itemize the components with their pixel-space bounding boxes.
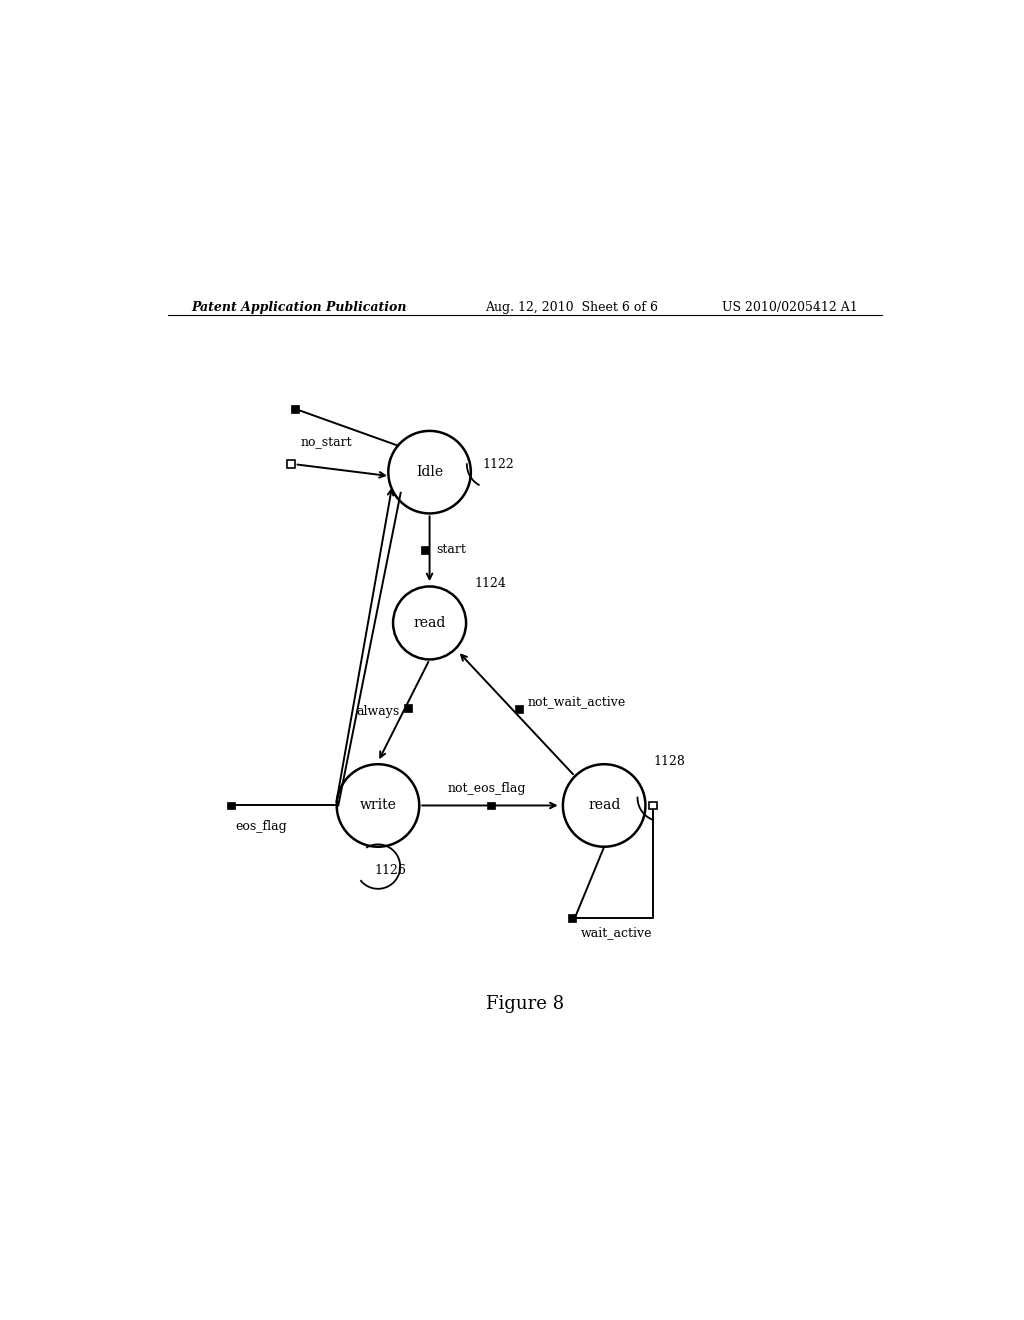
Text: read: read xyxy=(414,616,445,630)
Bar xyxy=(487,801,495,809)
Text: 1128: 1128 xyxy=(653,755,685,768)
Text: eos_flag: eos_flag xyxy=(236,820,287,833)
Text: not_wait_active: not_wait_active xyxy=(527,696,626,709)
Text: Idle: Idle xyxy=(416,465,443,479)
Bar xyxy=(421,546,429,554)
Text: US 2010/0205412 A1: US 2010/0205412 A1 xyxy=(722,301,858,314)
Bar xyxy=(515,705,523,713)
Text: Aug. 12, 2010  Sheet 6 of 6: Aug. 12, 2010 Sheet 6 of 6 xyxy=(485,301,658,314)
Text: wait_active: wait_active xyxy=(581,927,652,939)
Bar xyxy=(287,461,295,469)
Bar xyxy=(568,915,577,923)
Text: 1124: 1124 xyxy=(474,577,506,590)
Text: 1126: 1126 xyxy=(374,865,406,876)
Text: Figure 8: Figure 8 xyxy=(485,995,564,1012)
Text: not_eos_flag: not_eos_flag xyxy=(447,783,526,795)
Text: start: start xyxy=(436,544,466,557)
Bar xyxy=(403,704,412,711)
Text: write: write xyxy=(359,799,396,813)
Text: read: read xyxy=(588,799,621,813)
Text: Patent Application Publication: Patent Application Publication xyxy=(191,301,407,314)
Bar xyxy=(227,801,236,809)
Text: no_start: no_start xyxy=(300,436,352,449)
Bar xyxy=(291,405,299,413)
Text: always: always xyxy=(356,705,399,718)
Text: 1122: 1122 xyxy=(482,458,514,471)
Bar xyxy=(649,801,657,809)
